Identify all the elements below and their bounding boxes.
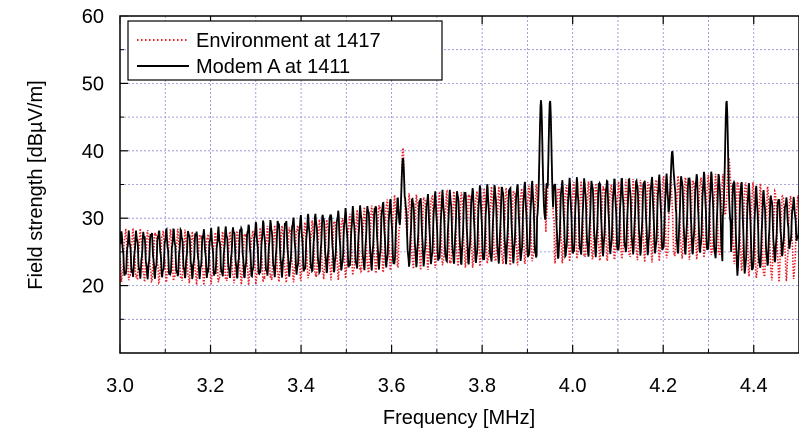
legend-box xyxy=(127,20,443,81)
series-line-modem xyxy=(120,100,799,280)
x-tick-label: 3.0 xyxy=(106,375,134,397)
x-axis-label: Frequency [MHz] xyxy=(383,407,535,429)
series-layer xyxy=(120,100,799,286)
y-axis-label: Field strength [dBµV/m] xyxy=(25,80,47,289)
x-tick-label: 3.6 xyxy=(378,375,406,397)
y-tick-label: 50 xyxy=(82,73,104,95)
x-tick-label: 4.2 xyxy=(649,375,677,397)
legend-label-modem: Modem A at 1411 xyxy=(196,56,350,78)
x-tick-label: 4.0 xyxy=(559,375,587,397)
x-tick-label: 4.4 xyxy=(740,375,768,397)
legend-label-environment: Environment at 1417 xyxy=(196,30,381,52)
tick-labels: 3.0 3.2 3.4 3.6 3.8 4.0 4.2 4.4 20 30 40 50 60 xyxy=(82,6,768,397)
x-tick-label: 3.4 xyxy=(287,375,315,397)
y-tick-label: 40 xyxy=(82,141,104,163)
y-tick-label: 30 xyxy=(82,208,104,230)
y-tick-label: 20 xyxy=(82,276,104,298)
x-tick-label: 3.8 xyxy=(468,375,496,397)
legend: Environment at 1417 Modem A at 1411 xyxy=(127,20,443,81)
y-tick-label: 60 xyxy=(82,6,104,28)
x-tick-label: 3.2 xyxy=(197,375,225,397)
